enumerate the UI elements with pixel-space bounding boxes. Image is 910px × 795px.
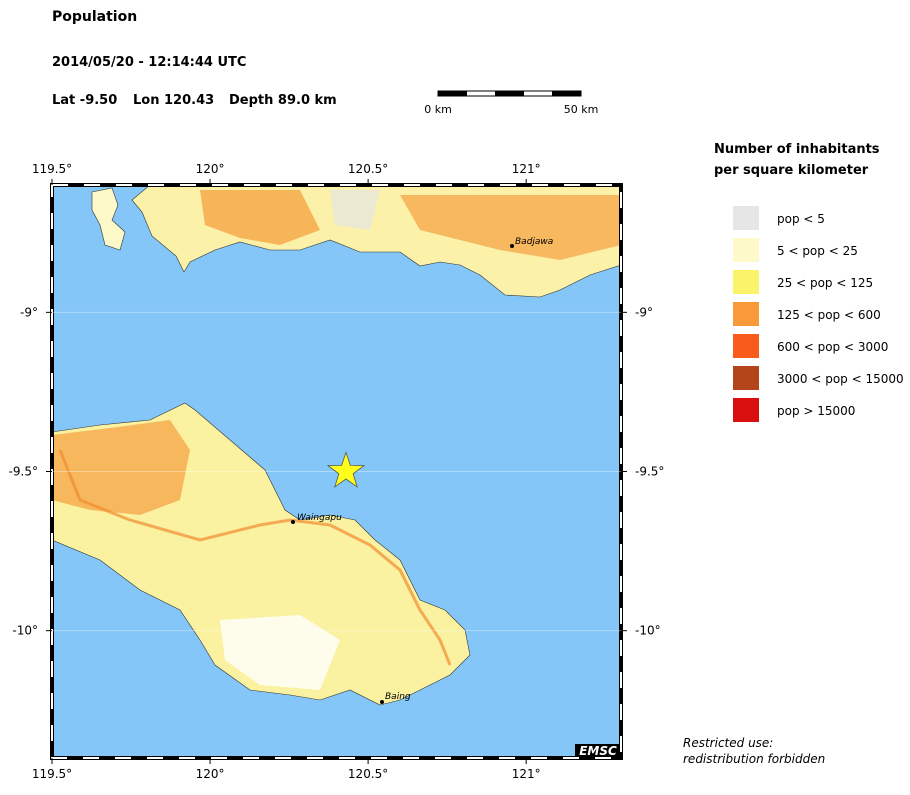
city-label: Waingapu [297, 513, 342, 523]
legend-label: pop > 15000 [777, 404, 855, 418]
y-tick-label: -10° [12, 624, 38, 638]
city-label: Badjawa [515, 237, 553, 247]
x-tick-label: 120° [196, 767, 225, 781]
legend-label: 5 < pop < 25 [777, 244, 858, 258]
title: Population [52, 9, 137, 25]
x-tick-label: 120° [196, 162, 225, 176]
datetime: 2014/05/20 - 12:14:44 UTC [52, 55, 246, 70]
depth: Depth 89.0 km [229, 93, 337, 108]
y-tick-label: -10° [635, 624, 661, 638]
x-tick-label: 119.5° [32, 162, 72, 176]
y-tick-label: -9.5° [9, 465, 38, 479]
x-tick-label: 120.5° [348, 162, 388, 176]
legend-label: 125 < pop < 600 [777, 308, 881, 322]
legend-swatch [733, 302, 759, 326]
footer: redistribution forbidden [683, 752, 825, 766]
legend-label: 25 < pop < 125 [777, 276, 873, 290]
logo-box [575, 744, 621, 758]
scale-end: 50 km [564, 103, 599, 116]
legend-swatch [733, 206, 759, 230]
legend-swatch [733, 366, 759, 390]
y-tick-label: -9° [635, 305, 653, 319]
x-tick-label: 119.5° [32, 767, 72, 781]
y-tick-label: -9.5° [635, 465, 664, 479]
footer: Restricted use: [683, 736, 773, 750]
x-tick-label: 120.5° [348, 767, 388, 781]
scale-bar [437, 90, 582, 97]
legend-swatch [733, 334, 759, 358]
city-label: Baing [385, 692, 411, 702]
legend-title: per square kilometer [714, 163, 869, 178]
city-markers [291, 244, 514, 704]
legend-swatch [733, 398, 759, 422]
legend-swatch [733, 238, 759, 262]
scale-start: 0 km [424, 103, 452, 116]
legend-label: pop < 5 [777, 212, 825, 226]
epicenter [326, 451, 366, 488]
x-tick-label: 121° [512, 162, 541, 176]
legend-title: Number of inhabitants [714, 142, 880, 157]
legend-swatch [733, 270, 759, 294]
lat: Lat -9.50 [52, 93, 117, 108]
lon: Lon 120.43 [133, 93, 214, 108]
x-tick-label: 121° [512, 767, 541, 781]
y-tick-label: -9° [20, 305, 38, 319]
islet [91, 187, 126, 251]
legend-label: 3000 < pop < 15000 [777, 372, 904, 386]
legend-label: 600 < pop < 3000 [777, 340, 888, 354]
logo: EMSC [579, 744, 617, 758]
